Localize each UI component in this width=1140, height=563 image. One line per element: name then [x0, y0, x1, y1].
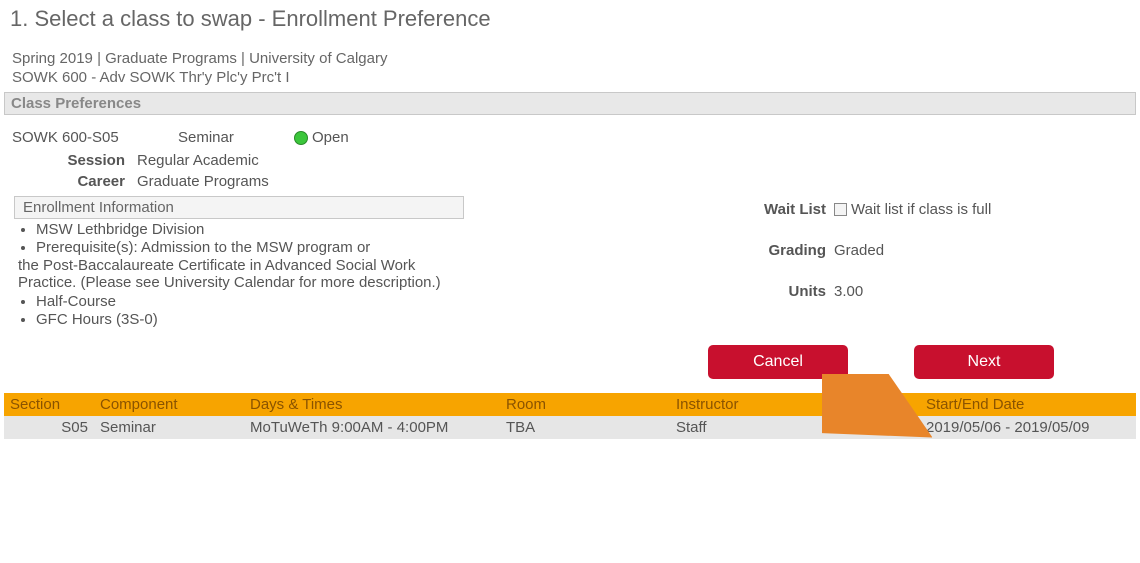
- waitlist-text: Wait list if class is full: [851, 201, 991, 218]
- class-status: Open: [294, 129, 349, 146]
- table-cell: Staff: [670, 416, 920, 439]
- table-cell: MoTuWeTh 9:00AM - 4:00PM: [244, 416, 500, 439]
- prereq-continuation: the Post-Baccalaureate Certificate in Ad…: [18, 257, 462, 291]
- course-line: SOWK 600 - Adv SOWK Thr'y Plc'y Prc't I: [12, 69, 1136, 86]
- th-room: Room: [500, 393, 670, 416]
- status-open-icon: [294, 131, 308, 145]
- table-cell: TBA: [500, 416, 670, 439]
- grading-label: Grading: [744, 242, 834, 259]
- th-instructor: Instructor: [670, 393, 920, 416]
- list-item: Half-Course: [36, 293, 468, 310]
- list-item: GFC Hours (3S-0): [36, 311, 468, 328]
- units-value: 3.00: [834, 283, 863, 300]
- grading-value: Graded: [834, 242, 884, 259]
- table-row: S05SeminarMoTuWeTh 9:00AM - 4:00PMTBASta…: [4, 416, 1136, 439]
- th-section: Section: [4, 393, 94, 416]
- session-label: Session: [12, 152, 137, 169]
- units-label: Units: [744, 283, 834, 300]
- list-item: MSW Lethbridge Division: [36, 221, 468, 238]
- table-cell: S05: [4, 416, 94, 439]
- enrollment-info-list-a: MSW Lethbridge DivisionPrerequisite(s): …: [18, 221, 468, 256]
- enrollment-info-header: Enrollment Information: [14, 196, 464, 219]
- waitlist-checkbox[interactable]: [834, 203, 847, 216]
- table-cell: Seminar: [94, 416, 244, 439]
- status-text: Open: [312, 129, 349, 146]
- class-code: SOWK 600-S05: [12, 129, 152, 146]
- next-button[interactable]: Next: [914, 345, 1054, 379]
- th-days: Days & Times: [244, 393, 500, 416]
- class-type: Seminar: [178, 129, 268, 146]
- schedule-table: Section Component Days & Times Room Inst…: [4, 393, 1136, 439]
- term-program-school: Spring 2019 | Graduate Programs | Univer…: [12, 50, 1136, 67]
- list-item: Prerequisite(s): Admission to the MSW pr…: [36, 239, 468, 256]
- cancel-button[interactable]: Cancel: [708, 345, 848, 379]
- page-title: 1. Select a class to swap - Enrollment P…: [10, 6, 1136, 32]
- career-label: Career: [12, 173, 137, 190]
- career-value: Graduate Programs: [137, 173, 269, 190]
- enrollment-info-list-b: Half-CourseGFC Hours (3S-0): [18, 293, 468, 328]
- waitlist-label: Wait List: [744, 201, 834, 218]
- table-cell: 2019/05/06 - 2019/05/09: [920, 416, 1136, 439]
- th-component: Component: [94, 393, 244, 416]
- session-value: Regular Academic: [137, 152, 259, 169]
- th-dates: Start/End Date: [920, 393, 1136, 416]
- class-preferences-header: Class Preferences: [4, 92, 1136, 115]
